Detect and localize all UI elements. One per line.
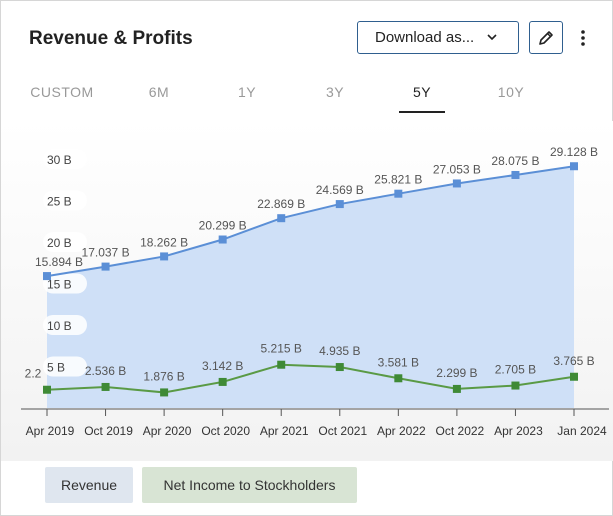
net-income-data-label: 3.765 B (553, 354, 594, 368)
revenue-data-label: 15.894 B (35, 255, 83, 269)
net-income-point (277, 360, 286, 369)
x-tick-label: Oct 2019 (84, 424, 133, 438)
revenue-data-label: 25.821 B (374, 173, 422, 187)
card-title: Revenue & Profits (29, 28, 193, 49)
y-tick-label: 5 B (47, 361, 65, 375)
net-income-line (46, 363, 575, 394)
net-income-point (570, 372, 578, 381)
y-tick-label: 30 B (47, 153, 72, 167)
tab-10y[interactable]: 10Y (497, 84, 525, 100)
y-tick-1: 5 B (43, 356, 87, 377)
net-income-point (394, 374, 403, 383)
x-tick-label: Apr 2019 (26, 424, 75, 438)
net-income-data-label: 2.299 B (436, 366, 477, 380)
y-tick-label: 20 B (47, 236, 72, 250)
y-tick-bg (43, 232, 87, 252)
revenue-data-label: 29.128 B (550, 145, 598, 159)
net-income-data-label: 1.876 B (143, 369, 184, 383)
y-tick-6: 30 B (43, 149, 87, 169)
download-as-button[interactable]: Download as... (357, 21, 519, 54)
y-tick-3: 15 B (43, 273, 87, 294)
revenue-point (277, 214, 286, 223)
net-income-point (452, 384, 461, 393)
revenue-point (570, 162, 578, 171)
revenue-point (511, 170, 520, 179)
y-tick-label: 25 B (47, 195, 72, 209)
legend-net-income[interactable]: Net Income to Stockholders (142, 467, 357, 503)
revenue-point (43, 272, 51, 281)
y-tick-bg (43, 273, 87, 294)
y-tick-bg (43, 190, 87, 211)
x-tick-label: Oct 2021 (318, 424, 367, 438)
kebab-menu-icon (581, 30, 585, 46)
revenue-line (46, 165, 575, 278)
revenue-data-label: 18.262 B (140, 235, 188, 249)
y-tick-bg (43, 149, 87, 169)
revenue-data-label: 17.037 B (82, 246, 130, 260)
revenue-data-label: 28.075 B (491, 154, 539, 168)
chevron-down-icon (487, 34, 497, 41)
edit-button[interactable] (529, 21, 563, 54)
net-income-data-label: 2.705 B (495, 363, 536, 377)
y-tick-label: 15 B (47, 278, 72, 292)
revenue-profits-chart: 5 B 10 B 15 B 20 B 25 B 30 B Apr 2019 Oct 2019 A… (21, 145, 609, 438)
revenue-point (101, 262, 110, 271)
net-income-point (43, 385, 51, 394)
net-income-point (160, 388, 169, 397)
y-tick-label: 10 B (47, 319, 72, 333)
net-income-point (218, 377, 227, 386)
y-tick-5: 25 B (43, 190, 87, 211)
tab-1y[interactable]: 1Y (237, 84, 257, 100)
revenue-data-label: 27.053 B (433, 162, 481, 176)
net-income-point (511, 381, 520, 390)
revenue-data-label: 24.569 B (316, 183, 364, 197)
legend-net-income-label: Net Income to Stockholders (163, 477, 336, 493)
more-options-button[interactable] (575, 27, 591, 49)
net-income-data-label: 2.2 (25, 367, 42, 381)
revenue-point (335, 200, 344, 209)
net-income-data-label: 2.536 B (85, 364, 126, 378)
x-tick-label: Apr 2020 (143, 424, 192, 438)
download-as-label: Download as... (375, 29, 475, 46)
y-tick-bg (43, 315, 87, 335)
tab-custom[interactable]: CUSTOM (30, 84, 94, 100)
x-tick-label: Apr 2022 (377, 424, 426, 438)
net-income-data-label: 3.142 B (202, 359, 243, 373)
revenue-point (218, 235, 227, 244)
net-income-point (101, 382, 110, 391)
tab-6m[interactable]: 6M (148, 84, 170, 100)
y-tick-bg (43, 356, 87, 377)
x-tick-label: Apr 2021 (260, 424, 309, 438)
x-tick-label: Oct 2020 (201, 424, 250, 438)
revenue-data-label: 22.869 B (257, 197, 305, 211)
x-tick-label: Apr 2023 (494, 424, 543, 438)
x-tick-label: Jan 2024 (557, 424, 607, 438)
net-income-point (335, 363, 344, 372)
revenue-data-label: 20.299 B (199, 219, 247, 233)
chart-area: 5 B 10 B 15 B 20 B 25 B 30 B Apr 2019 Oct 2019 A… (1, 121, 613, 461)
revenue-point (160, 252, 169, 261)
y-tick-4: 20 B (43, 232, 87, 252)
y-tick-2: 10 B (43, 315, 87, 335)
tab-5y[interactable]: 5Y (412, 84, 432, 100)
legend-revenue[interactable]: Revenue (45, 467, 133, 503)
range-tabs: CUSTOM 6M 1Y 3Y 5Y 10Y (1, 81, 613, 115)
legend-revenue-label: Revenue (60, 477, 118, 493)
net-income-data-label: 4.935 B (319, 344, 360, 358)
pencil-icon (539, 30, 553, 45)
revenue-area-fill (47, 166, 574, 408)
tab-3y[interactable]: 3Y (325, 84, 345, 100)
net-income-data-label: 5.215 B (261, 342, 302, 356)
revenue-point (452, 179, 461, 188)
active-tab-indicator (399, 111, 445, 113)
x-tick-label: Oct 2022 (436, 424, 485, 438)
net-income-data-label: 3.581 B (378, 355, 419, 369)
revenue-point (394, 189, 403, 198)
